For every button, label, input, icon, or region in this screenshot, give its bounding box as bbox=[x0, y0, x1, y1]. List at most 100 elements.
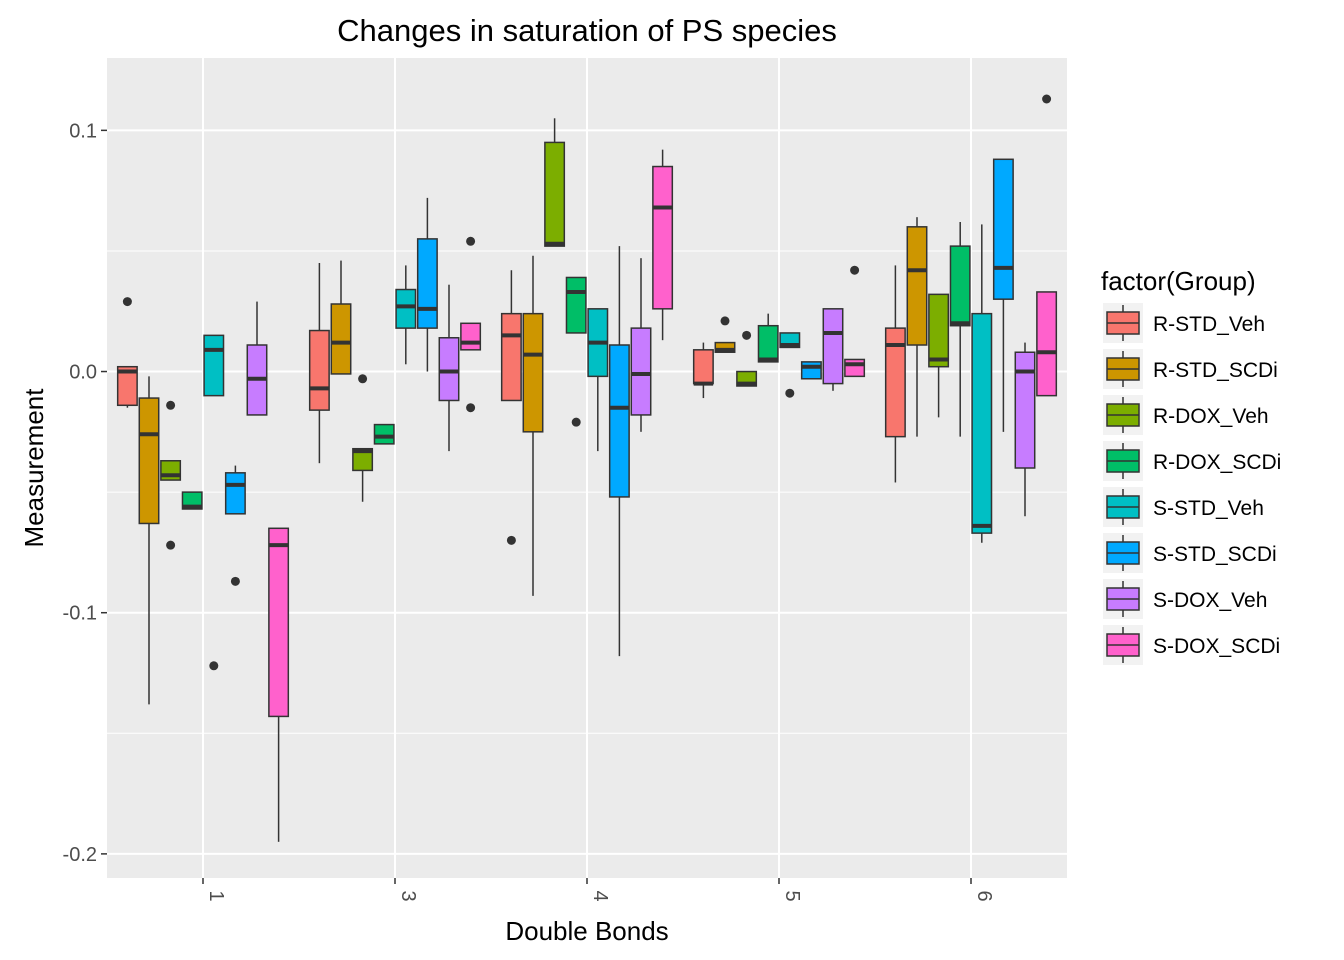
box-S-DOX_SCDi-5 bbox=[844, 265, 866, 378]
outlier-point bbox=[358, 374, 368, 384]
legend-item-R-DOX_Veh: R-DOX_Veh bbox=[1103, 395, 1269, 435]
box-body bbox=[822, 308, 844, 385]
box-body bbox=[138, 397, 160, 525]
box-R-STD_SCDi-1 bbox=[138, 376, 160, 705]
boxes-layer bbox=[116, 94, 1058, 842]
box-S-DOX_Veh-5 bbox=[822, 308, 844, 391]
box-S-DOX_SCDi-3 bbox=[460, 236, 482, 413]
box-R-DOX_Veh-3 bbox=[352, 374, 374, 502]
box-body bbox=[652, 165, 674, 310]
y-axis: 0.1 0.0 -0.1 -0.2 bbox=[63, 120, 107, 866]
box-body bbox=[971, 312, 993, 534]
box-body bbox=[438, 337, 460, 402]
outlier-point bbox=[230, 576, 240, 586]
box-body bbox=[416, 238, 438, 329]
legend-label: R-DOX_Veh bbox=[1153, 405, 1269, 428]
grid-lines bbox=[107, 58, 1067, 878]
y-tick-label: 0.0 bbox=[69, 362, 97, 384]
box-body bbox=[757, 324, 779, 363]
box-body bbox=[714, 341, 736, 353]
legend-label: S-DOX_Veh bbox=[1153, 589, 1267, 612]
y-axis-title: Measurement bbox=[19, 388, 49, 548]
box-R-DOX_SCDi-4 bbox=[565, 276, 587, 427]
box-S-DOX_Veh-3 bbox=[438, 284, 460, 452]
box-body bbox=[224, 472, 246, 515]
box-body bbox=[330, 303, 352, 375]
x-tick-label: 3 bbox=[397, 890, 419, 901]
box-R-DOX_Veh-6 bbox=[928, 293, 950, 418]
box-R-STD_SCDi-4 bbox=[522, 255, 544, 596]
box-body bbox=[268, 527, 290, 718]
box-body bbox=[608, 344, 630, 498]
box-R-DOX_Veh-5 bbox=[736, 330, 758, 387]
box-S-STD_Veh-6 bbox=[971, 224, 993, 543]
outlier-point bbox=[742, 330, 752, 340]
box-R-STD_Veh-5 bbox=[692, 342, 714, 399]
box-S-STD_Veh-5 bbox=[779, 332, 801, 398]
x-axis: 1 3 4 5 6 bbox=[202, 878, 995, 902]
box-body bbox=[116, 365, 138, 407]
box-S-STD_SCDi-6 bbox=[992, 158, 1014, 432]
box-body bbox=[630, 327, 652, 416]
box-R-DOX_SCDi-3 bbox=[373, 423, 395, 445]
outlier-point bbox=[166, 540, 176, 550]
box-R-STD_Veh-6 bbox=[884, 265, 906, 483]
box-body bbox=[1014, 351, 1036, 469]
box-R-STD_SCDi-3 bbox=[330, 260, 352, 375]
box-body bbox=[844, 358, 866, 378]
box-body bbox=[949, 245, 971, 327]
box-body bbox=[522, 312, 544, 433]
x-tick-label: 4 bbox=[589, 890, 611, 901]
box-R-DOX_SCDi-5 bbox=[757, 313, 779, 363]
legend: factor(Group) R-STD_Veh R-STD_SCDi R-DOX_V… bbox=[1101, 266, 1281, 665]
box-R-STD_Veh-1 bbox=[116, 297, 138, 408]
legend-item-S-STD_SCDi: S-STD_SCDi bbox=[1103, 533, 1277, 573]
box-S-STD_SCDi-5 bbox=[800, 361, 822, 380]
box-body bbox=[500, 312, 522, 402]
outlier-point bbox=[1042, 94, 1052, 104]
legend-label: S-DOX_SCDi bbox=[1153, 635, 1280, 658]
box-S-DOX_Veh-4 bbox=[630, 258, 652, 432]
box-body bbox=[203, 334, 225, 397]
box-S-DOX_SCDi-4 bbox=[652, 149, 674, 341]
box-R-DOX_Veh-1 bbox=[160, 400, 182, 550]
box-R-STD_Veh-4 bbox=[500, 270, 522, 545]
box-S-STD_SCDi-4 bbox=[608, 246, 630, 657]
chart-title: Changes in saturation of PS species bbox=[337, 13, 837, 48]
box-body bbox=[565, 276, 587, 334]
outlier-point bbox=[166, 400, 176, 410]
box-body bbox=[352, 447, 374, 472]
box-S-DOX_SCDi-1 bbox=[268, 527, 290, 842]
box-body bbox=[460, 322, 482, 351]
outlier-point bbox=[209, 661, 219, 671]
legend-label: S-STD_Veh bbox=[1153, 497, 1264, 520]
box-S-STD_Veh-3 bbox=[395, 265, 417, 365]
legend-item-R-STD_SCDi: R-STD_SCDi bbox=[1103, 349, 1278, 389]
box-R-STD_SCDi-6 bbox=[906, 217, 928, 437]
outlier-point bbox=[720, 316, 730, 326]
box-body bbox=[800, 361, 822, 380]
box-S-STD_SCDi-3 bbox=[416, 197, 438, 372]
legend-label: S-STD_SCDi bbox=[1153, 543, 1277, 566]
box-body bbox=[992, 158, 1014, 300]
y-tick-label: -0.2 bbox=[63, 844, 97, 866]
box-body bbox=[928, 293, 950, 368]
box-R-DOX_SCDi-1 bbox=[181, 491, 203, 510]
outlier-point bbox=[122, 297, 132, 307]
outlier-point bbox=[466, 403, 476, 413]
outlier-point bbox=[785, 388, 795, 398]
outlier-point bbox=[850, 265, 860, 275]
box-body bbox=[692, 349, 714, 385]
x-tick-label: 6 bbox=[973, 890, 995, 901]
box-R-STD_SCDi-5 bbox=[714, 316, 736, 353]
legend-label: R-STD_SCDi bbox=[1153, 359, 1278, 382]
box-R-DOX_Veh-4 bbox=[544, 118, 566, 247]
box-S-STD_Veh-1 bbox=[203, 334, 225, 671]
legend-label: R-STD_Veh bbox=[1153, 313, 1265, 336]
legend-item-S-DOX_SCDi: S-DOX_SCDi bbox=[1103, 625, 1280, 665]
box-R-STD_Veh-3 bbox=[308, 263, 330, 464]
legend-title: factor(Group) bbox=[1101, 266, 1256, 296]
box-S-DOX_Veh-1 bbox=[246, 301, 268, 416]
box-S-STD_SCDi-1 bbox=[224, 465, 246, 586]
